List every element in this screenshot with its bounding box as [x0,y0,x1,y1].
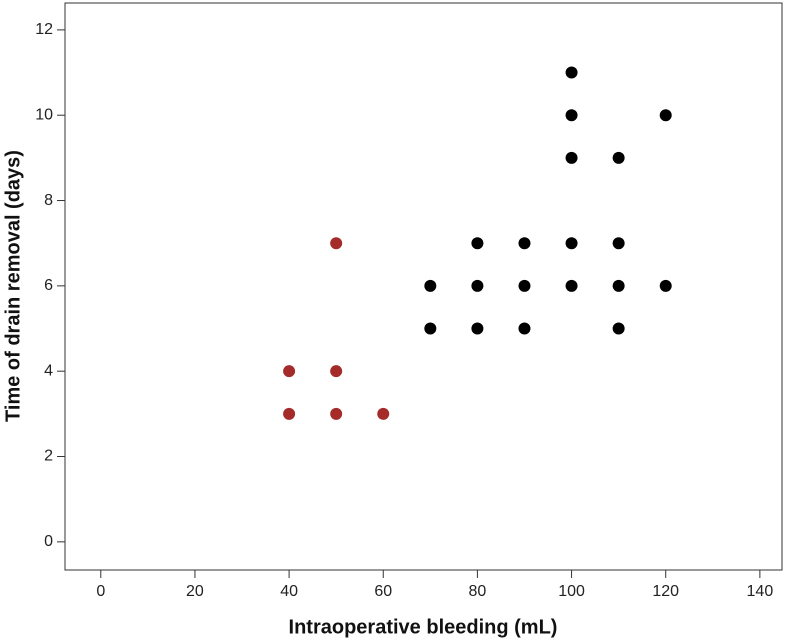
point [565,279,578,292]
point [612,279,625,292]
x-tick-label: 140 [747,583,774,600]
point [518,279,531,292]
point [565,109,578,122]
point [565,151,578,164]
point [518,322,531,335]
x-tick-label: 100 [558,583,585,600]
y-tick-label: 6 [44,277,53,294]
point [659,279,672,292]
y-tick-label: 8 [44,192,53,209]
point [612,322,625,335]
point [612,237,625,250]
y-tick-label: 12 [35,21,53,38]
point [377,407,390,420]
x-tick-label: 20 [186,583,204,600]
point [565,237,578,250]
point [518,237,531,250]
point [471,237,484,250]
y-tick-label: 0 [44,533,53,550]
y-axis-title: Time of drain removal (days) [2,150,24,422]
point [471,279,484,292]
y-tick-label: 4 [44,362,53,379]
plot-frame [64,2,783,571]
point [565,66,578,79]
point [283,365,296,378]
x-tick-label: 120 [652,583,679,600]
point [424,322,437,335]
point [283,407,296,420]
point [330,237,343,250]
y-tick-label: 10 [35,106,53,123]
x-tick-label: 60 [374,583,392,600]
y-tick-label: 2 [44,448,53,465]
point [424,279,437,292]
x-tick-label: 40 [280,583,298,600]
point [330,365,343,378]
point [330,407,343,420]
point [612,151,625,164]
x-axis-title: Intraoperative bleeding (mL) [289,616,558,638]
point [659,109,672,122]
point [471,322,484,335]
x-tick-label: 80 [469,583,487,600]
x-tick-label: 0 [96,583,105,600]
